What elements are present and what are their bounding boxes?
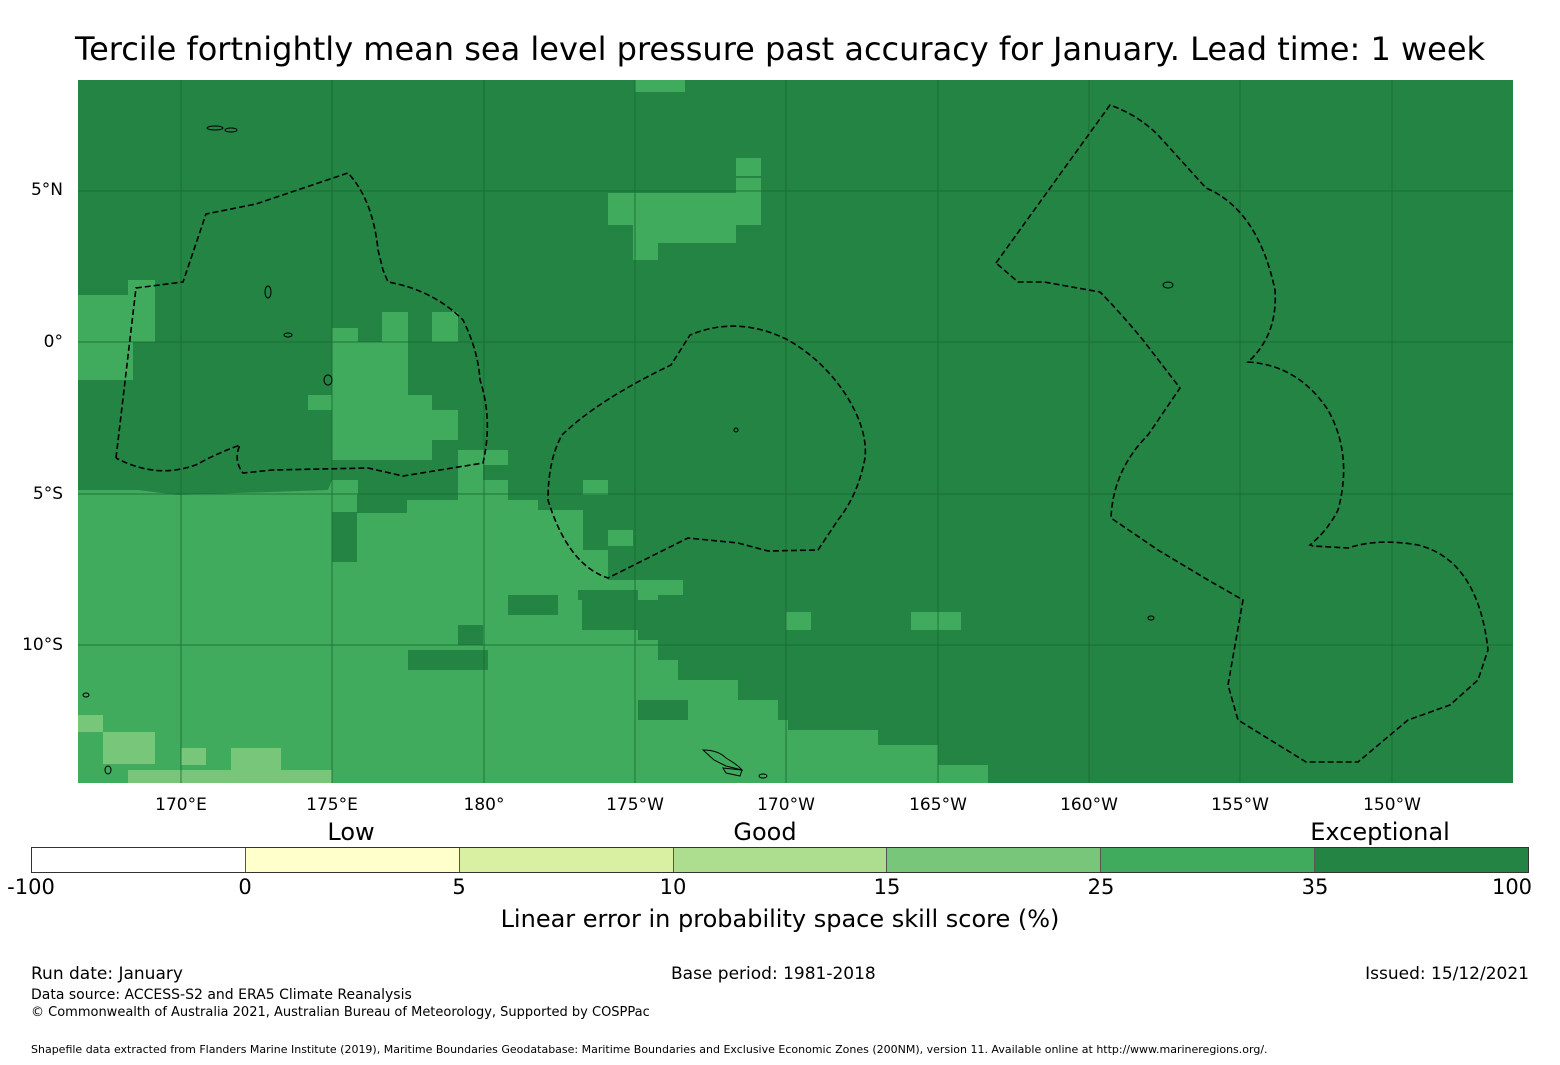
high-skill-regions [78, 80, 988, 783]
colorbar-tick: 35 [1301, 875, 1329, 899]
colorbar-tick: 10 [659, 875, 687, 899]
high-skill-patch-9 [534, 630, 559, 645]
high-skill-equator-east [458, 450, 508, 490]
lat-label-10s: 10°S [22, 635, 63, 655]
colorbar-segment [32, 848, 246, 872]
colorbar-segment [673, 848, 888, 872]
base-period: Base period: 1981-2018 [671, 964, 876, 984]
high-skill-central-south [483, 510, 658, 610]
high-skill-patch-4 [608, 530, 633, 546]
high-skill-patch-3 [583, 480, 608, 495]
lon-label-150w: 150°W [1363, 795, 1421, 815]
colorbar-tick: 5 [452, 875, 466, 899]
colorbar-segment [1101, 848, 1316, 872]
islands [82, 125, 1174, 779]
skill-score-map [78, 80, 1513, 783]
eez-tuvalu [115, 172, 489, 477]
colorbar-segment [887, 848, 1102, 872]
colorbar-segment [459, 848, 674, 872]
samoa-savaii [722, 767, 743, 777]
high-skill-patch-7 [911, 612, 961, 630]
colorbar-tick: 0 [238, 875, 252, 899]
chart-title: Tercile fortnightly mean sea level press… [74, 30, 1486, 68]
lon-label-175e: 175°E [306, 795, 358, 815]
eez-tokelau [547, 325, 867, 579]
high-skill-patch-5 [658, 580, 683, 595]
high-skill-southwest [78, 480, 988, 783]
eez-kiribati-line [994, 104, 1489, 763]
very-high-skill-inlays [332, 480, 688, 720]
category-exceptional: Exceptional [1310, 818, 1450, 846]
lon-label-180: 180° [463, 795, 505, 815]
graticule [78, 80, 1513, 783]
category-low: Low [327, 818, 375, 846]
colorbar-tick: 100 [1491, 875, 1533, 899]
data-source: Data source: ACCESS-S2 and ERA5 Climate … [31, 987, 412, 1003]
colorbar-label: Linear error in probability space skill … [500, 905, 1060, 933]
colorbar-tick: 25 [1087, 875, 1115, 899]
high-skill-central-north [608, 178, 761, 260]
category-good: Good [733, 818, 797, 846]
lon-label-155w: 155°W [1211, 795, 1269, 815]
high-skill-patch-2 [635, 80, 685, 92]
high-skill-patch-8 [484, 630, 509, 645]
colorbar-segment [245, 848, 460, 872]
lon-label-160w: 160°W [1060, 795, 1118, 815]
high-skill-equator-mid [308, 312, 458, 460]
lon-label-175w: 175°W [606, 795, 664, 815]
lat-label-5n: 5°N [30, 180, 63, 200]
lat-label-0: 0° [43, 332, 63, 352]
copyright: © Commonwealth of Australia 2021, Austra… [31, 1005, 650, 1020]
eez-boundaries [115, 104, 1489, 763]
lon-label-170w: 170°W [757, 795, 815, 815]
colorbar-tick: 15 [873, 875, 901, 899]
colorbar [31, 847, 1529, 873]
colorbar-segment [1315, 848, 1529, 872]
high-skill-patch-1 [736, 158, 761, 176]
run-date: Run date: January [31, 964, 183, 984]
colorbar-tick: -100 [7, 875, 55, 899]
high-skill-equator-west [78, 280, 155, 380]
lon-label-165w: 165°W [909, 795, 967, 815]
lon-label-170e: 170°E [155, 795, 207, 815]
issued-date: Issued: 15/12/2021 [1365, 964, 1529, 984]
high-skill-patch-6 [786, 612, 811, 630]
shapefile-credit: Shapefile data extracted from Flanders M… [31, 1043, 1268, 1056]
medium-skill-regions [78, 715, 332, 783]
lat-label-5s: 5°S [32, 484, 63, 504]
